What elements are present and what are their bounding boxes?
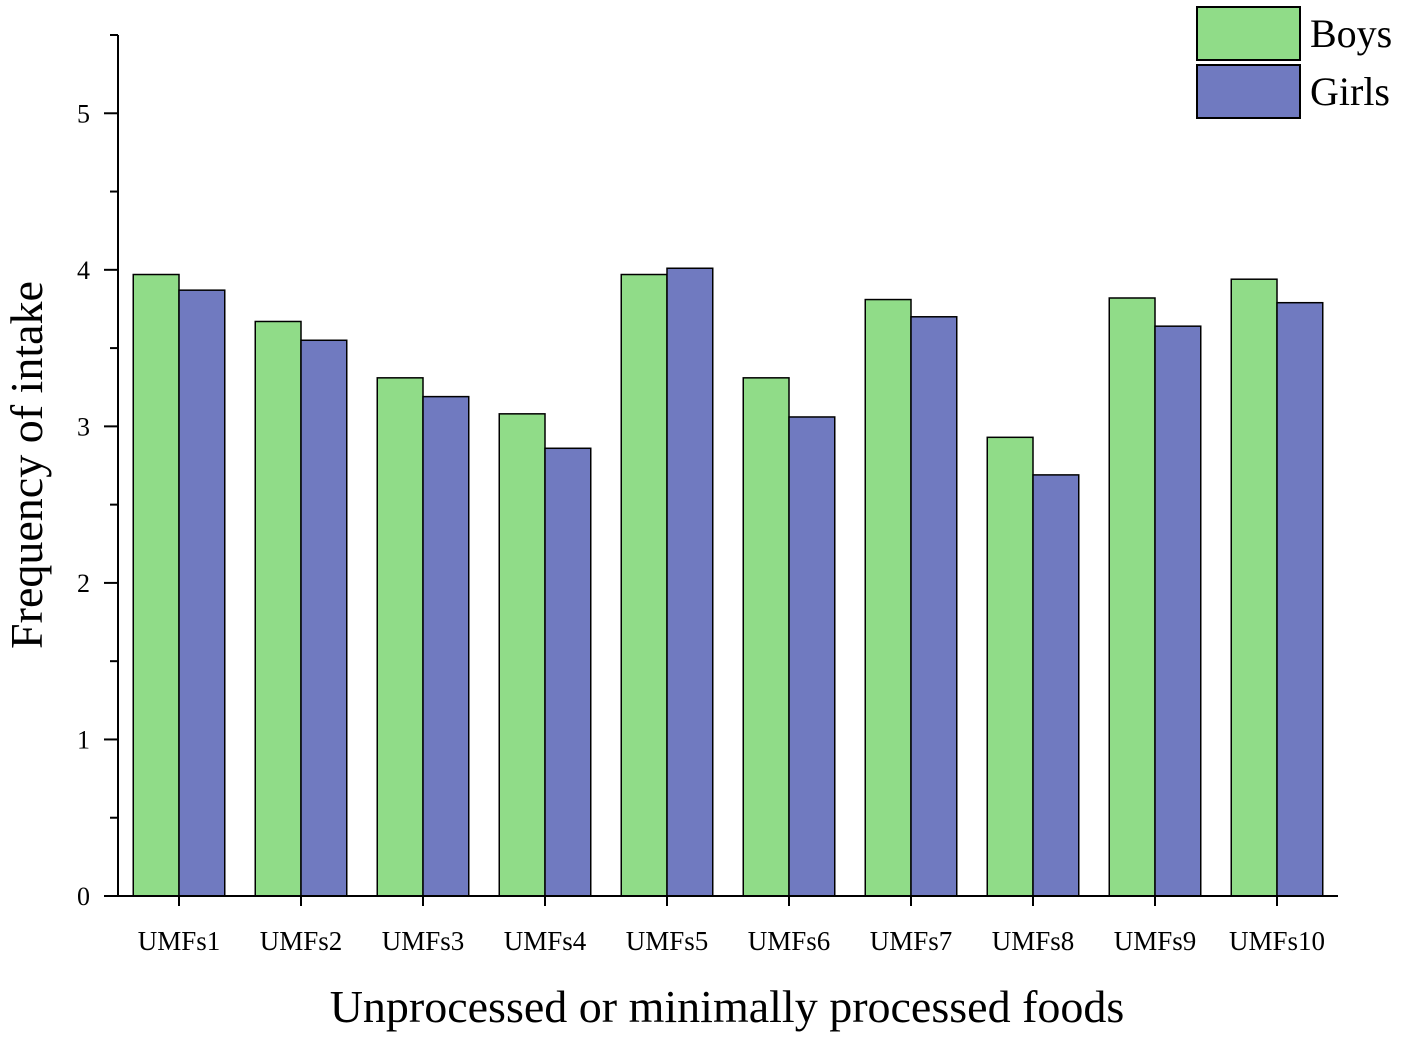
x-tick-label: UMFs6 — [748, 926, 831, 956]
bar-boys-umfs1 — [132, 273, 180, 897]
x-tick-label: UMFs4 — [504, 926, 587, 956]
bar-girls-umfs9 — [1154, 325, 1202, 897]
x-axis-title: Unprocessed or minimally processed foods — [330, 981, 1125, 1032]
x-tick-label: UMFs9 — [1114, 926, 1197, 956]
y-ticks-group: 0 1 2 3 4 5 — [77, 34, 118, 911]
legend: Boys Girls — [1196, 6, 1392, 119]
bar-girls-umfs6 — [788, 416, 836, 897]
bar-girls-umfs2 — [300, 339, 348, 897]
bar-boys-umfs9 — [1108, 297, 1156, 897]
y-tick-label: 4 — [77, 256, 90, 285]
axes-group — [117, 35, 1338, 897]
bars-group — [132, 267, 1324, 897]
bar-girls-umfs5 — [666, 267, 714, 897]
y-tick-label: 3 — [77, 412, 90, 441]
y-tick-label: 0 — [77, 882, 90, 911]
y-tick-label: 1 — [77, 725, 90, 754]
x-tick-label: UMFs7 — [870, 926, 953, 956]
bar-girls-umfs8 — [1032, 474, 1080, 897]
x-tick-label: UMFs10 — [1229, 926, 1325, 956]
bar-boys-umfs4 — [498, 413, 546, 897]
x-tick-label: UMFs1 — [138, 926, 221, 956]
bar-boys-umfs2 — [254, 320, 302, 897]
x-tick-label: UMFs5 — [626, 926, 709, 956]
bar-boys-umfs3 — [376, 377, 424, 897]
x-tick-label: UMFs8 — [992, 926, 1075, 956]
bar-girls-umfs7 — [910, 316, 958, 897]
legend-label-boys: Boys — [1310, 11, 1392, 56]
bar-boys-umfs5 — [620, 273, 668, 897]
bar-girls-umfs4 — [544, 447, 592, 897]
legend-label-girls: Girls — [1310, 69, 1390, 114]
y-tick-label: 2 — [77, 569, 90, 598]
bar-boys-umfs8 — [986, 436, 1034, 897]
legend-swatch-boys — [1196, 6, 1301, 61]
bar-girls-umfs3 — [422, 395, 470, 897]
bar-boys-umfs7 — [864, 298, 912, 897]
bar-boys-umfs10 — [1230, 278, 1278, 897]
x-ticks-group: UMFs1 UMFs2 UMFs3 UMFs4 UMFs5 UMFs6 UMFs7 UMFs8… — [138, 896, 1325, 956]
bar-boys-umfs6 — [742, 377, 790, 897]
y-tick-label: 5 — [77, 99, 90, 128]
bar-girls-umfs1 — [178, 289, 226, 897]
bar-girls-umfs10 — [1276, 301, 1324, 897]
y-axis-title: Frequency of intake — [1, 281, 52, 649]
x-tick-label: UMFs3 — [382, 926, 465, 956]
x-tick-label: UMFs2 — [260, 926, 343, 956]
legend-swatch-girls — [1196, 64, 1301, 119]
